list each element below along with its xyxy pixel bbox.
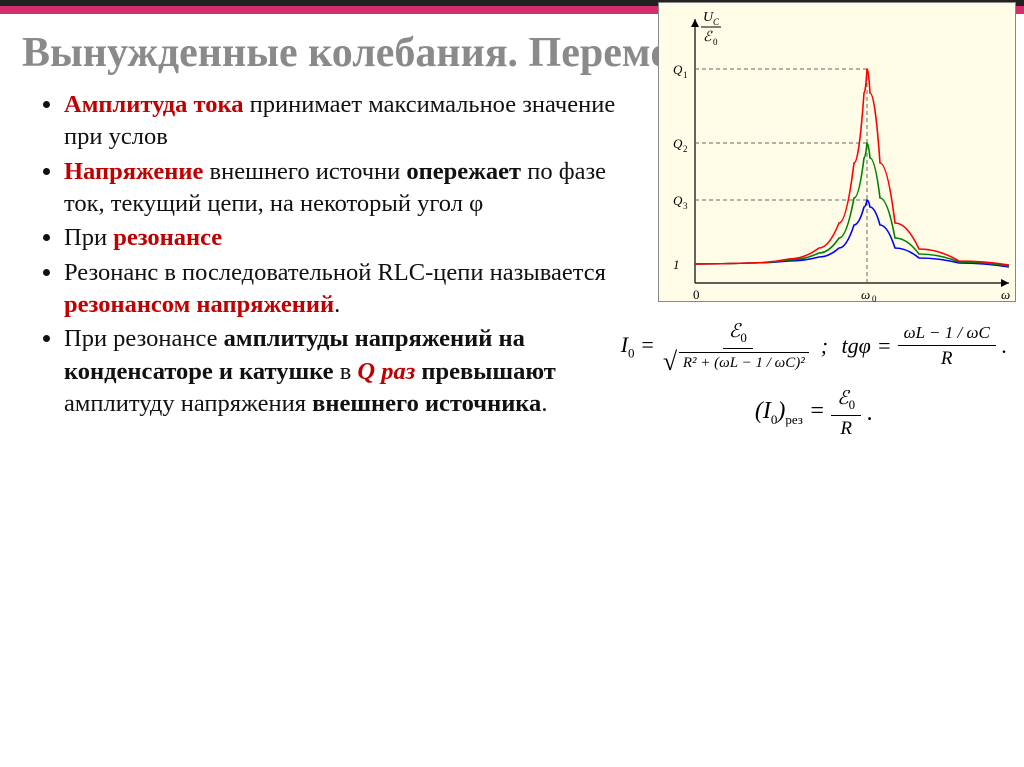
- bullet-item: Амплитуда тока принимает максимальное зн…: [64, 89, 622, 154]
- svg-text:3: 3: [683, 201, 688, 211]
- svg-text:0: 0: [693, 287, 700, 302]
- formula-tgphi: tgφ = ωL − 1 / ωC R .: [841, 323, 1007, 370]
- svg-text:ω: ω: [861, 287, 870, 302]
- svg-text:0: 0: [872, 294, 877, 303]
- svg-text:0: 0: [713, 37, 718, 47]
- svg-text:ω: ω: [1001, 287, 1010, 302]
- svg-text:2: 2: [683, 144, 688, 154]
- bullet-item: При резонансе амплитуды напряжений на ко…: [64, 323, 622, 420]
- resonance-chart: UCℰ0Q1Q2Q310ω0ω: [658, 2, 1016, 302]
- formula-I0: I0 = ℰ0 R² + (ωL − 1 / ωC)² ;: [621, 320, 828, 373]
- svg-text:1: 1: [683, 70, 688, 80]
- svg-text:C: C: [713, 17, 720, 27]
- bullet-item: При резонансе: [64, 222, 622, 254]
- svg-text:Q: Q: [673, 193, 683, 208]
- svg-text:Q: Q: [673, 136, 683, 151]
- svg-text:1: 1: [673, 257, 680, 272]
- formula-resonance: (I0)рез = ℰ0 R .: [755, 387, 873, 440]
- svg-text:Q: Q: [673, 62, 683, 77]
- bullet-item: Напряжение внешнего источни опережает по…: [64, 156, 622, 221]
- formulas-block: I0 = ℰ0 R² + (ωL − 1 / ωC)² ; tgφ = ωL −…: [614, 310, 1014, 450]
- bullet-item: Резонанс в последовательной RLC-цепи наз…: [64, 257, 622, 322]
- bullet-list: Амплитуда тока принимает максимальное зн…: [22, 89, 622, 420]
- svg-text:ℰ: ℰ: [703, 30, 713, 45]
